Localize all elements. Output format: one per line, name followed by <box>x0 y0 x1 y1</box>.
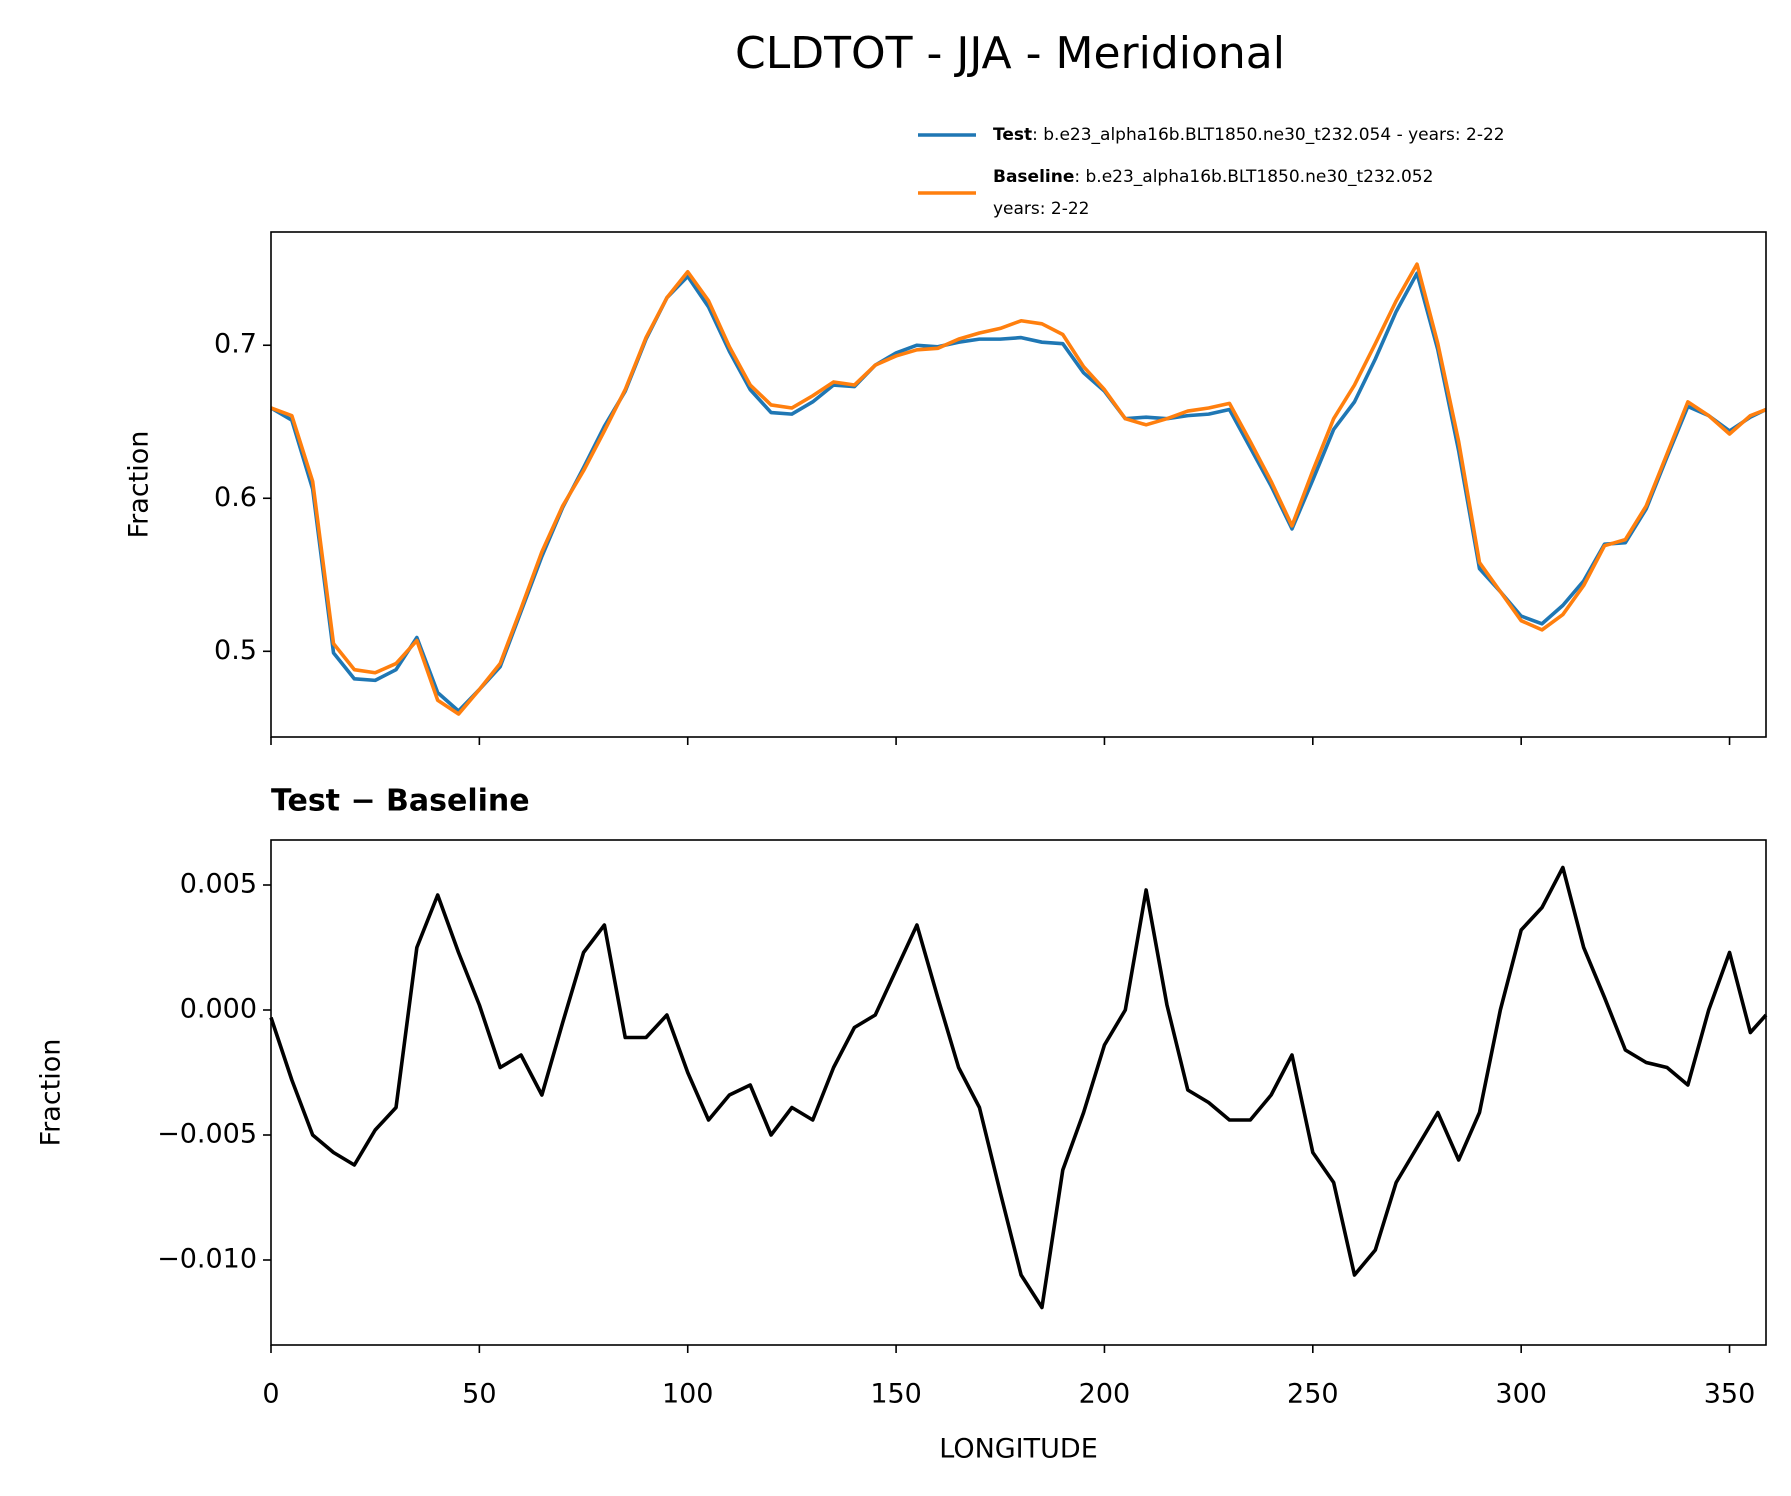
legend-description: years: 2-22 <box>993 199 1090 219</box>
legend-description: : b.e23_alpha16b.BLT1850.ne30_t232.052 <box>1074 167 1433 187</box>
y-tick-label: 0.005 <box>180 869 257 900</box>
x-tick-label: 0 <box>262 1379 279 1410</box>
x-tick-label: 50 <box>462 1379 496 1410</box>
legend-name: Baseline <box>993 167 1074 187</box>
legend-label: Baseline: b.e23_alpha16b.BLT1850.ne30_t2… <box>993 167 1433 187</box>
subplot-title: Test − Baseline <box>271 784 530 819</box>
y-tick-label: 0.6 <box>214 482 257 513</box>
axes-frame <box>270 839 1767 1346</box>
legend-name: Test <box>993 125 1032 145</box>
series-line <box>270 262 1767 716</box>
x-axis-label: LONGITUDE <box>939 1434 1098 1465</box>
x-tick-label: 150 <box>870 1379 922 1410</box>
y-tick-label: 0.7 <box>214 329 257 360</box>
x-tick-label: 200 <box>1079 1379 1131 1410</box>
x-tick-label: 100 <box>662 1379 714 1410</box>
y-axis-label: Fraction <box>124 431 155 539</box>
y-tick-label: 0.000 <box>180 994 257 1025</box>
x-tick-label: 250 <box>1287 1379 1339 1410</box>
legend-label: Test: b.e23_alpha16b.BLT1850.ne30_t232.0… <box>993 125 1505 145</box>
axes-frame <box>270 231 1767 738</box>
y-axis-label: Fraction <box>36 1039 67 1147</box>
chart-title: CLDTOT - JJA - Meridional <box>735 28 1285 79</box>
x-tick-label: 350 <box>1704 1379 1756 1410</box>
y-tick-label: −0.010 <box>157 1244 257 1275</box>
y-tick-label: 0.5 <box>214 635 257 666</box>
x-tick-label: 300 <box>1495 1379 1547 1410</box>
y-tick-label: −0.005 <box>157 1119 257 1150</box>
legend-description: : b.e23_alpha16b.BLT1850.ne30_t232.054 -… <box>1032 125 1504 145</box>
series-line <box>269 865 1768 1310</box>
